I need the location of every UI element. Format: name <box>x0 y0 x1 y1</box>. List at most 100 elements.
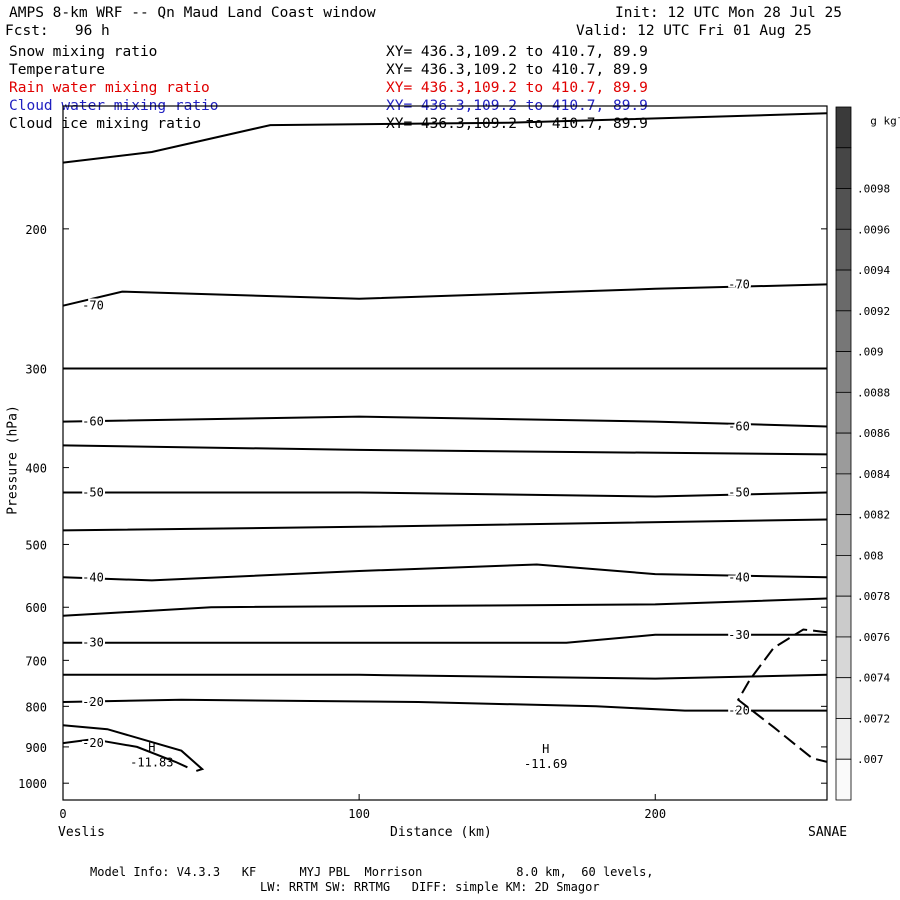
y-tick-label: 700 <box>25 654 47 668</box>
y-tick-label: 300 <box>25 363 47 377</box>
contour-label: -40 <box>82 570 104 584</box>
colorbar-label: .0078 <box>857 590 890 603</box>
contour-lines: -70-70-60 -60-50 -50-40 -40-30-30-20-20-20 <box>62 112 828 772</box>
colorbar-swatch <box>835 595 852 638</box>
extrema-markers: H-11.83H-11.69 <box>130 741 567 771</box>
x-tick-label: 200 <box>644 807 666 821</box>
contour-label: -40 <box>728 570 750 584</box>
colorbar-swatch <box>835 310 852 352</box>
contour-label: -50 <box>728 486 750 500</box>
x-axis-ticks: 0 100 200 <box>59 794 666 821</box>
init-time: Init: 12 UTC Mon 28 Jul 25 <box>615 5 842 21</box>
colorbar-swatch <box>835 555 852 597</box>
high-value: -11.69 <box>524 757 567 771</box>
temperature-contour <box>63 491 828 498</box>
colorbar-swatch <box>835 514 852 556</box>
temperature-contour <box>62 112 828 164</box>
colorbar-swatch <box>835 677 852 719</box>
temperature-contour <box>63 673 828 680</box>
colorbar-label: .0084 <box>857 468 890 481</box>
high-marker: H <box>148 741 155 755</box>
colorbar-label: .0076 <box>857 631 890 644</box>
legend-row-name: Cloud ice mixing ratio <box>9 116 202 132</box>
y-tick-label: 1000 <box>18 777 47 791</box>
colorbar: .0098 .0096 .0094 .0092 .009 .0088 .0086 .0084.… <box>835 106 890 801</box>
colorbar-swatch <box>835 636 852 679</box>
left-station-label: Veslis <box>58 825 105 840</box>
colorbar-unit-sup: -1 <box>897 113 900 122</box>
contour-label: -30 <box>82 636 104 650</box>
x-tick-label: 100 <box>348 807 370 821</box>
colorbar-swatch <box>835 758 852 801</box>
colorbar-swatch <box>835 351 852 393</box>
chart-title: AMPS 8-km WRF -- Qn Maud Land Coast wind… <box>9 5 376 21</box>
contour-label: -60 <box>728 419 750 433</box>
y-tick-label: 900 <box>25 741 47 755</box>
colorbar-label: .008 <box>857 549 884 562</box>
contour-label: -70 <box>728 277 750 291</box>
y-axis-label: Pressure (hPa) <box>5 405 21 515</box>
y-tick-label: 400 <box>25 462 47 476</box>
colorbar-unit-text: g kg <box>870 114 897 128</box>
colorbar-swatch <box>835 432 852 475</box>
colorbar-label: .0096 <box>857 223 890 236</box>
colorbar-label: .0072 <box>857 712 890 725</box>
plot-frame <box>62 105 828 801</box>
high-value: -11.83 <box>130 756 173 770</box>
legend-row-xy: XY= 436.3,109.2 to 410.7, 89.9 <box>386 80 648 96</box>
colorbar-label: .0094 <box>857 264 890 277</box>
contour-label: -50 <box>82 486 104 500</box>
plot-border <box>62 105 828 801</box>
colorbar-swatch <box>835 106 852 149</box>
colorbar-label: .0098 <box>857 183 890 196</box>
colorbar-swatch <box>835 718 852 760</box>
x-axis-label: Distance (km) <box>390 825 492 840</box>
colorbar-swatch <box>835 391 852 434</box>
temperature-contour <box>63 633 827 644</box>
temperature-contour <box>62 518 828 532</box>
legend-row-name: Temperature <box>9 62 106 78</box>
temperature-contour <box>62 738 188 769</box>
colorbar-swatch <box>835 473 852 516</box>
colorbar-label: .0086 <box>857 427 890 440</box>
legend-row-xy: XY= 436.3,109.2 to 410.7, 89.9 <box>386 62 648 78</box>
colorbar-label: .0092 <box>857 305 890 318</box>
contour-label: -70 <box>82 299 104 313</box>
colorbar-label: .007 <box>857 753 884 766</box>
colorbar-label: .009 <box>857 346 884 359</box>
contour-label: -20 <box>82 695 104 709</box>
cloud-ice-contour <box>736 628 828 763</box>
legend-row-xy: XY= 436.3,109.2 to 410.7, 89.9 <box>386 44 648 60</box>
model-info-line1: Model Info: V4.3.3 KF MYJ PBL Morrison 8… <box>90 865 654 879</box>
temperature-contour <box>62 698 827 712</box>
temperature-contour <box>62 724 205 772</box>
x-tick-label: 0 <box>59 807 66 821</box>
model-info-line2: LW: RRTM SW: RRTMG DIFF: simple KM: 2D S… <box>260 880 600 894</box>
temperature-contour <box>62 597 828 617</box>
temperature-contour <box>62 444 828 456</box>
y-axis-ticks: 1002003004005006007008009001000 <box>18 223 827 791</box>
right-station-label: SANAE <box>808 825 848 840</box>
valid-time: Valid: 12 UTC Fri 01 Aug 25 <box>576 23 812 39</box>
contour-label: -20 <box>82 736 104 750</box>
y-tick-label: 200 <box>25 223 47 237</box>
colorbar-label: .0074 <box>857 672 890 685</box>
colorbar-swatch <box>835 147 852 189</box>
contour-label: -60 <box>82 415 104 429</box>
colorbar-unit: g kg-1 <box>857 103 900 127</box>
temperature-contour <box>62 415 828 428</box>
colorbar-swatch <box>835 228 852 271</box>
y-tick-label: 600 <box>25 601 47 615</box>
colorbar-label: .0088 <box>857 386 890 399</box>
colorbar-swatch <box>835 269 852 312</box>
y-tick-label: 500 <box>25 538 47 552</box>
y-tick-label: 800 <box>25 700 47 714</box>
temperature-contour <box>62 283 828 307</box>
colorbar-label: .0082 <box>857 509 890 522</box>
legend-row-name: Rain water mixing ratio <box>9 80 210 96</box>
high-marker: H <box>542 742 549 756</box>
colorbar-swatch <box>835 188 852 230</box>
temperature-contour <box>62 563 828 582</box>
forecast-hour: Fcst: 96 h <box>5 23 110 39</box>
